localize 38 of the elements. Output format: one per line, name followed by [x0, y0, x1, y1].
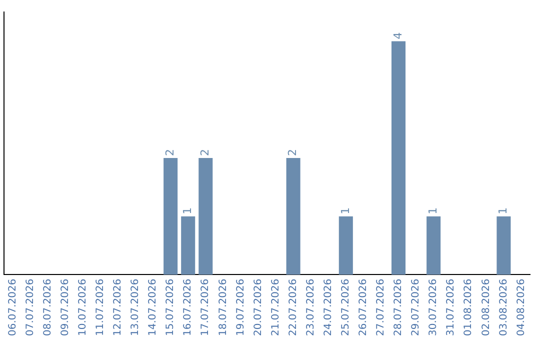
data-label: 1: [180, 207, 194, 214]
x-tick-label: 08.07.2026: [42, 278, 54, 336]
x-tick-label: 27.07.2026: [376, 278, 387, 336]
x-tick-label: 14.07.2026: [148, 278, 159, 336]
x-tick-label: 25.07.2026: [340, 278, 352, 336]
data-label: 2: [198, 148, 212, 156]
x-tick-label: 31.07.2026: [446, 278, 457, 336]
x-tick-label: 03.08.2026: [498, 278, 510, 336]
x-tick-label: 11.07.2026: [95, 278, 106, 336]
x-tick-label: 24.07.2026: [322, 278, 334, 336]
x-tick-label: 18.07.2026: [218, 278, 229, 336]
x-tick-label: 22.07.2026: [288, 278, 299, 336]
x-tick-label: 17.07.2026: [200, 278, 212, 336]
x-tick-label: 20.07.2026: [252, 278, 264, 336]
x-tick-label: 30.07.2026: [428, 278, 440, 336]
x-tick-label: 04.08.2026: [516, 278, 527, 336]
x-tick-label: 23.07.2026: [305, 278, 316, 336]
x-tick-label: 01.08.2026: [463, 278, 474, 336]
x-tick-label: 09.07.2026: [60, 278, 71, 336]
x-tick-label: 02.08.2026: [480, 278, 492, 336]
x-tick-label: 13.07.2026: [130, 278, 142, 336]
data-label: 1: [338, 207, 352, 214]
data-label: 2: [163, 148, 176, 156]
x-tick-label: 26.07.2026: [358, 278, 370, 336]
x-tick-label: 21.07.2026: [270, 278, 282, 336]
x-tick-label: 06.07.2026: [7, 278, 18, 336]
x-tick-label: 07.07.2026: [24, 278, 36, 336]
data-label: 4: [391, 32, 404, 40]
x-tick-label: 12.07.2026: [112, 278, 124, 336]
data-label: 2: [286, 148, 300, 156]
data-label: 1: [426, 207, 440, 214]
x-tick-label: 16.07.2026: [182, 278, 194, 336]
x-tick-label: 29.07.2026: [410, 278, 422, 336]
data-label: 1: [496, 207, 510, 214]
x-tick-label: 10.07.2026: [77, 278, 88, 336]
x-tick-label: 15.07.2026: [165, 278, 176, 336]
x-tick-label: 19.07.2026: [235, 278, 246, 336]
x-tick-label: 28.07.2026: [393, 278, 404, 336]
